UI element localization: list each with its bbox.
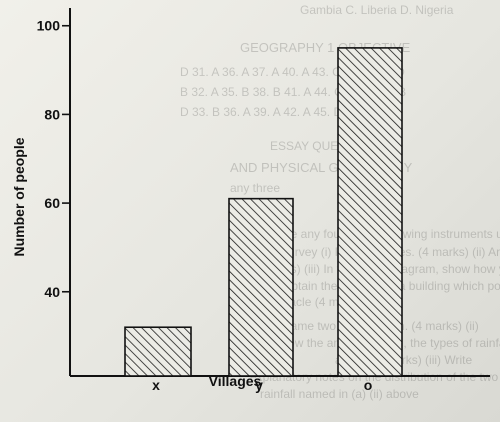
bleed-through-line: rainfall named in (a) (ii) above (260, 387, 419, 401)
x-tick-label: x (152, 377, 160, 393)
bar-y (228, 197, 294, 377)
bar-x (124, 326, 192, 377)
y-tick-label: 100 (37, 18, 61, 34)
x-tick-label: o (364, 377, 373, 393)
x-axis-title: Villages (209, 373, 262, 389)
bar-o (337, 47, 403, 377)
y-tick-label: 80 (44, 106, 60, 122)
y-tick-label: 60 (44, 195, 60, 211)
bleed-through-line: D 33. B 36. A 39. A 42. A 45. D 48. A (180, 105, 373, 119)
y-tick-label: 40 (44, 284, 60, 300)
bleed-through-line: Gambia C. Liberia D. Nigeria (300, 3, 454, 17)
x-tick-label: y (255, 377, 263, 393)
plot-area: 40 60 80 100 x y o Villages Number of people (11, 8, 490, 393)
y-axis-title: Number of people (11, 137, 27, 256)
bleed-through-line: any three (230, 181, 280, 195)
